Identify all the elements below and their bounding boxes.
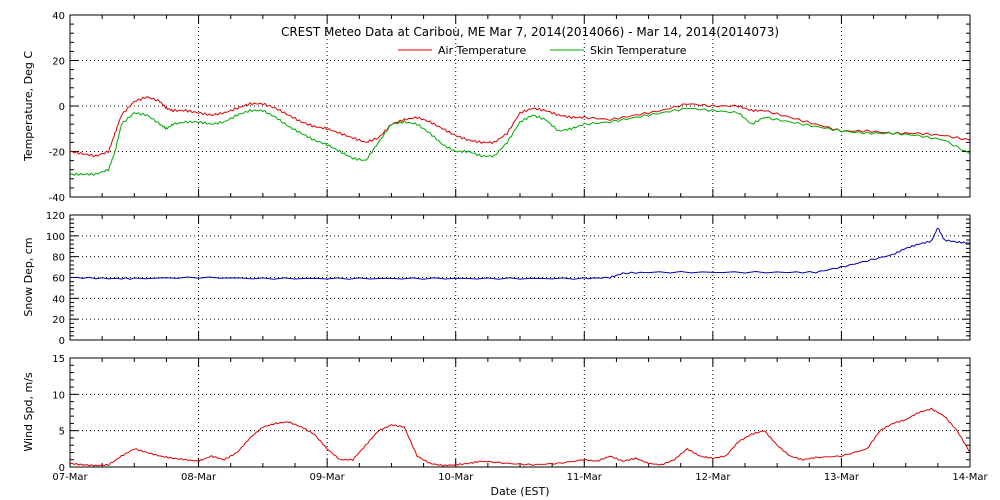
series-line-wind-0 (69, 407, 971, 467)
chart-title: CREST Meteo Data at Caribou, ME Mar 7, 2… (281, 25, 779, 39)
y-tick-label-snow: 100 (46, 232, 65, 243)
y-axis-title-temperature: Temperature, Deg C (22, 51, 35, 162)
y-tick-label-snow: 120 (46, 211, 65, 222)
y-tick-label-snow: 0 (59, 336, 65, 347)
x-tick-label: 14-Mar (952, 472, 988, 483)
y-tick-label-snow: 40 (52, 294, 65, 305)
y-tick-label-temperature: 40 (52, 11, 65, 22)
series-line-snow-0 (69, 227, 971, 280)
series-line-temperature-1 (69, 107, 971, 176)
y-tick-label-snow: 60 (52, 274, 65, 285)
y-tick-label-wind: 0 (59, 463, 65, 474)
x-tick-label: 08-Mar (181, 472, 217, 483)
x-axis-labels: 07-Mar 08-Mar 09-Mar 10-Mar 11-Mar 12-Mar 13-M… (52, 472, 988, 483)
legend-label-skin: Skin Temperature (590, 44, 687, 57)
x-tick-label: 10-Mar (438, 472, 474, 483)
y-axis-title-snow: Snow Dep, cm (22, 237, 35, 316)
y-tick-label-snow: 20 (52, 315, 65, 326)
x-axis-title: Date (EST) (490, 485, 549, 498)
y-tick-label-wind: 15 (52, 354, 65, 365)
plot-frame-temperature (69, 14, 971, 198)
x-tick-label: 12-Mar (695, 472, 731, 483)
series-line-temperature-0 (69, 96, 971, 158)
y-tick-label-temperature: 20 (52, 57, 65, 68)
snow-depth-panel: 120 100 80 60 40 20 0 (46, 211, 971, 347)
y-tick-label-wind: 10 (52, 390, 65, 401)
y-tick-label-temperature: -20 (49, 148, 65, 159)
x-tick-label: 07-Mar (52, 472, 88, 483)
y-axis-title-wind: Wind Spd, m/s (22, 372, 35, 452)
legend: Air Temperature Skin Temperature (398, 44, 687, 57)
y-tick-label-wind: 5 (59, 427, 65, 438)
y-tick-label-temperature: -40 (49, 193, 65, 204)
x-tick-label: 11-Mar (567, 472, 603, 483)
x-tick-label: 09-Mar (310, 472, 346, 483)
legend-label-air: Air Temperature (438, 44, 527, 57)
y-tick-label-snow: 80 (52, 253, 65, 264)
wind-speed-panel: 15 10 5 0 (52, 354, 971, 474)
x-tick-label: 13-Mar (824, 472, 860, 483)
plot-frame-snow (69, 214, 971, 341)
y-tick-label-temperature: 0 (59, 102, 65, 113)
plot-frame-wind (69, 357, 971, 468)
temperature-panel: 40 20 0 -20 -40 (49, 11, 971, 204)
